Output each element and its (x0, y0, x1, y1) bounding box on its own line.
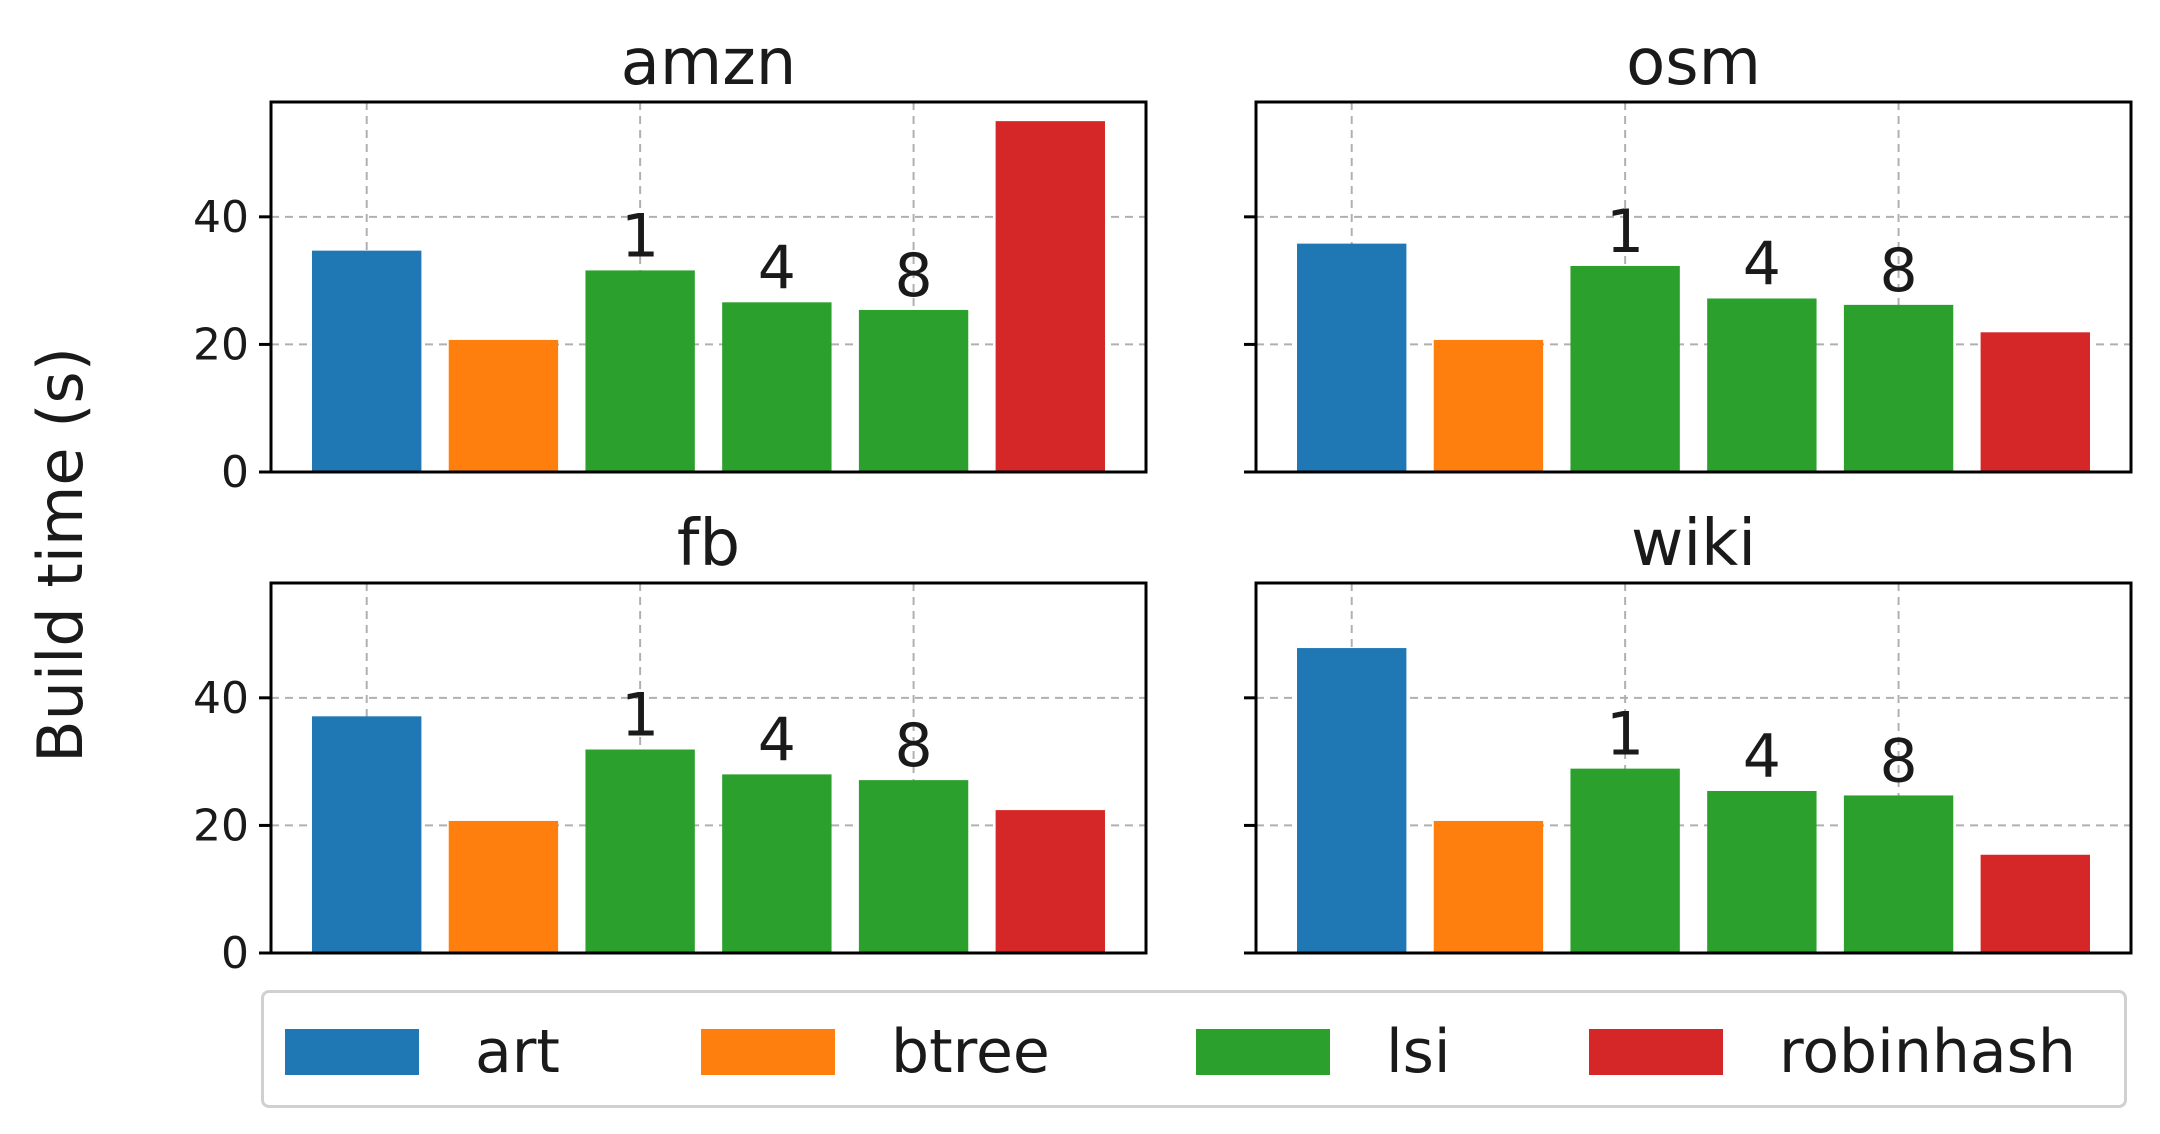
legend-label-btree: btree (891, 1017, 1050, 1087)
legend-swatch-btree (701, 1029, 835, 1075)
y-axis-label: Build time (s) (24, 347, 97, 763)
bar-lsi-4 (722, 302, 832, 472)
legend-item-art: art (285, 993, 560, 1111)
bar-art (312, 250, 422, 472)
y-tick-label: 20 (193, 319, 249, 370)
bar-robinhash (1980, 854, 2090, 953)
bar-annotation: 1 (1606, 700, 1644, 770)
bar-art (1297, 243, 1407, 472)
panel-wiki: 1 4 8 wiki (1244, 507, 2133, 955)
bar-lsi-8 (1843, 795, 1954, 953)
panel-title: wiki (1631, 507, 1756, 581)
bar-lsi-8 (1843, 304, 1954, 472)
panel-frame (269, 581, 1148, 955)
legend-item-robinhash: robinhash (1589, 993, 2076, 1111)
legend-label-art: art (475, 1017, 560, 1087)
bar-robinhash (995, 121, 1105, 472)
legend: art btree lsi robinhash (261, 990, 2127, 1108)
y-tick-label: 0 (221, 928, 249, 979)
bar-btree (448, 820, 559, 953)
panel-frame (1254, 100, 2133, 474)
legend-item-btree: btree (701, 993, 1050, 1111)
bar-annotation: 4 (758, 705, 796, 775)
y-tick-label: 40 (193, 192, 249, 243)
legend-label-lsi: lsi (1386, 1017, 1451, 1087)
bar-art (312, 716, 422, 953)
legend-swatch-lsi (1196, 1029, 1330, 1075)
bar-btree (1433, 820, 1544, 953)
bar-annotation: 4 (1743, 229, 1781, 299)
legend-item-lsi: lsi (1196, 993, 1451, 1111)
legend-swatch-art (285, 1029, 419, 1075)
bar-annotation: 8 (1879, 236, 1917, 306)
bar-annotation: 1 (621, 681, 659, 751)
panel-osm: 1 4 8 osm (1244, 26, 2133, 474)
panel-fb: 1 4 8 0 20 40 fb (193, 507, 1148, 979)
legend-label-robinhash: robinhash (1779, 1017, 2076, 1087)
bar-robinhash (1980, 332, 2090, 472)
bar-annotation: 8 (894, 241, 932, 311)
bar-lsi-4 (722, 774, 832, 953)
bar-lsi-1 (1570, 265, 1680, 472)
bar-annotation: 8 (894, 711, 932, 781)
bar-annotation: 1 (1606, 197, 1644, 267)
bar-lsi-1 (585, 749, 695, 953)
bar-lsi-8 (858, 780, 969, 953)
panel-title: fb (677, 507, 740, 581)
bar-annotation: 1 (621, 201, 659, 271)
panel-title: amzn (621, 26, 797, 100)
panel-frame (1254, 581, 2133, 955)
bar-btree (1433, 339, 1544, 472)
bar-annotation: 8 (1879, 726, 1917, 796)
bar-annotation: 4 (758, 233, 796, 303)
bar-lsi-1 (1570, 768, 1680, 953)
panel-amzn: 1 4 8 0 20 40 amzn (193, 26, 1148, 498)
bar-annotation: 4 (1743, 722, 1781, 792)
panel-frame (269, 100, 1148, 474)
bar-lsi-1 (585, 270, 695, 472)
y-tick-label: 40 (193, 673, 249, 724)
y-tick-label: 0 (221, 447, 249, 498)
bar-robinhash (995, 810, 1105, 953)
panel-title: osm (1626, 26, 1761, 100)
bar-art (1297, 648, 1407, 953)
y-tick-label: 20 (193, 800, 249, 851)
bar-lsi-4 (1707, 298, 1817, 472)
legend-swatch-robinhash (1589, 1029, 1723, 1075)
bar-lsi-8 (858, 309, 969, 472)
bar-btree (448, 339, 559, 472)
bar-lsi-4 (1707, 790, 1817, 953)
